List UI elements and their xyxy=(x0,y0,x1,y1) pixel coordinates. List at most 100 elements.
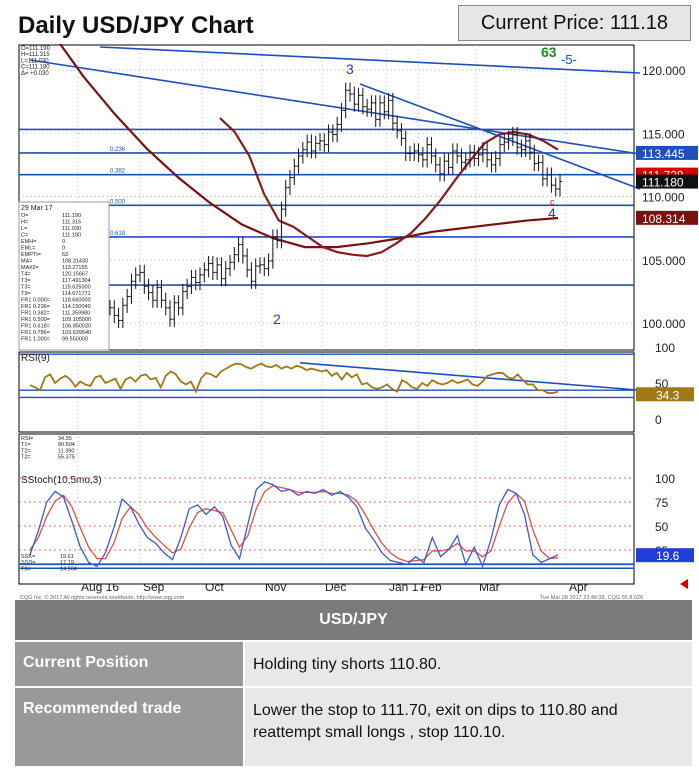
chart-title: Daily USD/JPY Chart xyxy=(18,12,254,39)
info-key: L= xyxy=(21,226,27,232)
table-header: USD/JPY xyxy=(15,600,692,640)
info-value: 115.625000 xyxy=(62,285,91,291)
info-key: FR1 1.000= xyxy=(21,337,50,343)
stoch-info-key: T6= xyxy=(21,566,31,572)
current-position-value: Holding tiny shorts 110.80. xyxy=(243,642,692,686)
rsi-info-value: 90.504 xyxy=(58,442,75,448)
info-key: MA#2= xyxy=(21,265,39,271)
info-value: 103.639540 xyxy=(62,330,91,336)
count-label: -5- xyxy=(561,52,577,67)
fib-level-label: 0.500 xyxy=(110,199,126,205)
info-value: 111.359980 xyxy=(62,311,90,317)
price-badge xyxy=(636,210,698,225)
stoch-info-value: 17.19 xyxy=(60,560,74,566)
table-row-position: Current Position Holding tiny shorts 110… xyxy=(15,642,692,686)
ohlc-mini-text: C=111.180 xyxy=(21,65,50,71)
time-axis xyxy=(18,563,635,585)
stoch-value-badge xyxy=(636,548,694,563)
rsi-trendline xyxy=(299,362,641,391)
info-value: 0 xyxy=(62,246,65,252)
ohlc-mini-text: H=111.315 xyxy=(21,52,50,58)
rsi-title: RSI(9) xyxy=(21,353,50,364)
fib-level-label: 0.382 xyxy=(110,169,126,175)
info-value: 111.030 xyxy=(62,226,81,232)
info-key: T3= xyxy=(21,285,31,291)
info-value: 120.15667 xyxy=(62,272,88,278)
wave-label: c xyxy=(550,197,555,207)
stoch-info-key: SSD= xyxy=(21,560,36,566)
info-key: T4= xyxy=(21,272,31,278)
fib-level-label: 0.236 xyxy=(110,147,126,153)
stoch-info-value: 14.564 xyxy=(60,566,77,572)
stoch-tick-label: 75 xyxy=(655,496,669,510)
price-badge xyxy=(636,145,698,160)
stoch-info-key: SSK= xyxy=(21,554,35,560)
wave-label: 3 xyxy=(346,61,354,77)
rsi-info-value: 55.375 xyxy=(58,455,75,461)
info-key: FR1 0.618= xyxy=(21,324,50,330)
info-key: FR1 0.382= xyxy=(21,311,50,317)
info-key: FR1 0.000= xyxy=(21,298,50,304)
price-tick-label: 100.000 xyxy=(642,317,686,331)
rsi-info-value: 34.35 xyxy=(58,436,72,442)
stoch-tick-label: 100 xyxy=(655,472,675,486)
price-tick-label: 110.000 xyxy=(642,191,685,205)
info-key: MA= xyxy=(21,259,32,265)
info-key: EML= xyxy=(21,246,36,252)
info-value: 111.315 xyxy=(62,220,81,226)
recommended-trade-label: Recommended trade xyxy=(15,688,243,766)
info-value: 118.660000 xyxy=(62,298,91,304)
info-key: EMPTI= xyxy=(21,252,41,258)
rsi-info-key: T2= xyxy=(21,448,31,454)
stoch-d-line xyxy=(29,484,559,563)
wave-label: 2 xyxy=(273,311,281,327)
info-value: 111.190 xyxy=(62,213,81,219)
info-value: 63 xyxy=(62,252,68,258)
rsi-value-label: 34.3 xyxy=(656,388,680,402)
info-key: O= xyxy=(21,213,29,219)
info-box xyxy=(18,201,110,351)
info-key: T3= xyxy=(21,278,31,284)
rsi-panel xyxy=(18,351,635,433)
price-badge-label: 111.180 xyxy=(642,176,684,190)
price-badge xyxy=(636,174,698,189)
info-key: EMH= xyxy=(21,239,36,245)
ohlc-mini-text: O=111.190 xyxy=(21,46,51,52)
rsi-tick-label: 100 xyxy=(655,341,675,355)
recommended-trade-value: Lower the stop to 111.70, exit on dips t… xyxy=(243,688,692,766)
count-label: 63 xyxy=(541,44,557,60)
info-key: FR1 0.500= xyxy=(21,317,50,323)
ohlc-mini-text: Δ= +0.030 xyxy=(21,71,49,77)
info-header: 29 Mar 17 xyxy=(21,205,53,212)
price-badge-label: 108.314 xyxy=(642,212,686,226)
price-panel xyxy=(18,44,635,351)
info-key: FR1 0.236= xyxy=(21,304,50,310)
trade-table: USD/JPY Current Position Holding tiny sh… xyxy=(15,600,692,766)
rsi-info-key: T1= xyxy=(21,442,31,448)
price-tick-label: 115.000 xyxy=(642,127,685,141)
rsi-tick-label: 0 xyxy=(655,413,662,427)
rsi-info-key: T2= xyxy=(21,455,31,461)
copyright-text: CQG Inc. © 2017 All rights reserved worl… xyxy=(20,594,185,600)
timestamp-text: Tue Mar 28 2017 23:46:39, CQG 55.8.626 xyxy=(540,595,643,600)
fib-level-label: 0.618 xyxy=(110,231,126,237)
ma-long-line xyxy=(58,44,559,249)
info-value: 109.105000 xyxy=(62,317,91,323)
stoch-title: SStoch(10,5mo,3) xyxy=(21,475,102,486)
stoch-info-value: 19.61 xyxy=(60,554,74,560)
info-value: 113.27155 xyxy=(62,265,88,271)
current-price-box: Current Price: 111.18 xyxy=(458,5,691,41)
info-value: 0 xyxy=(62,239,65,245)
info-value: 111.180 xyxy=(62,233,81,239)
info-value: 117.491304 xyxy=(62,278,91,284)
info-value: 114.671771 xyxy=(62,291,91,297)
info-value: 106.850020 xyxy=(62,324,91,330)
wave-label: 4 xyxy=(548,205,556,221)
price-badge-label: 113.445 xyxy=(642,147,685,161)
info-key: C= xyxy=(21,233,28,239)
info-value: 108.31430 xyxy=(62,259,88,265)
info-value: 99.550000 xyxy=(62,337,88,343)
info-key: FR1 0.786= xyxy=(21,330,50,336)
price-tick-label: 105.000 xyxy=(642,254,686,268)
